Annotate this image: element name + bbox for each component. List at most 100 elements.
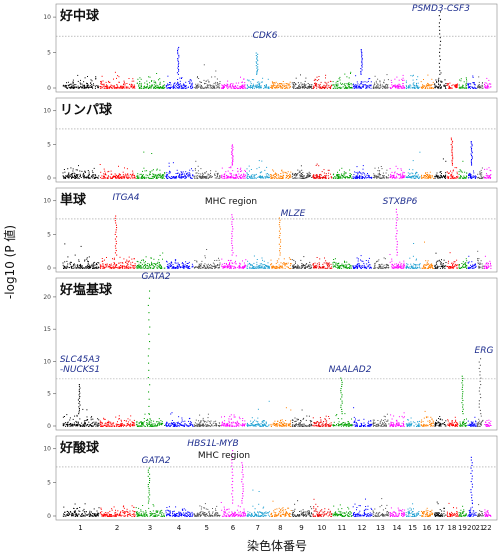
snp-point	[80, 245, 82, 247]
snp-point	[397, 86, 399, 87]
snp-point	[93, 167, 95, 169]
peak-point	[439, 55, 441, 57]
snp-point	[232, 86, 234, 88]
chr-19-points	[458, 258, 468, 269]
snp-point	[159, 264, 161, 266]
snp-point	[236, 175, 237, 177]
snp-point	[315, 83, 317, 85]
snp-point	[423, 266, 425, 268]
snp-point	[278, 178, 280, 179]
snp-point	[125, 261, 127, 263]
snp-point	[229, 173, 231, 175]
snp-point	[132, 87, 134, 89]
snp-point	[472, 76, 474, 78]
snp-point	[223, 174, 225, 176]
snp-point	[359, 177, 361, 179]
snp-point	[246, 87, 248, 89]
snp-point	[122, 87, 123, 89]
snp-point	[65, 175, 67, 177]
snp-point	[121, 267, 123, 269]
snp-point	[140, 262, 142, 264]
peak-chr-20	[470, 141, 473, 166]
snp-point	[163, 87, 165, 89]
peak-point	[177, 51, 179, 53]
snp-point	[199, 84, 201, 86]
snp-point	[86, 266, 88, 267]
snp-point	[295, 177, 297, 179]
snp-point	[406, 263, 408, 265]
snp-point	[90, 79, 92, 81]
snp-point	[275, 176, 276, 178]
snp-point	[332, 88, 334, 89]
snp-point	[397, 267, 399, 269]
snp-point	[340, 87, 342, 89]
snp-point	[398, 266, 400, 268]
snp-point	[281, 175, 283, 177]
snp-point	[79, 87, 81, 88]
snp-point	[230, 177, 232, 179]
peak-point	[231, 163, 233, 165]
snp-point	[312, 175, 314, 177]
chr-22-points	[484, 77, 492, 89]
snp-point	[307, 175, 309, 177]
snp-point	[432, 268, 434, 269]
snp-point	[153, 258, 155, 260]
snp-point	[113, 176, 115, 178]
snp-point	[145, 176, 147, 178]
snp-point	[281, 267, 283, 269]
peak-point	[471, 147, 473, 149]
snp-point	[102, 267, 104, 269]
snp-point	[419, 177, 421, 179]
snp-point	[330, 87, 332, 89]
snp-point	[337, 177, 339, 179]
snp-point	[184, 177, 186, 179]
snp-point	[225, 85, 227, 87]
snp-point	[222, 267, 224, 269]
snp-point	[228, 264, 230, 265]
snp-point	[393, 265, 394, 267]
snp-point	[415, 259, 417, 261]
snp-point	[412, 87, 414, 89]
snp-point	[238, 177, 240, 179]
snp-point	[430, 266, 432, 268]
snp-point	[281, 83, 283, 85]
snp-point	[389, 254, 391, 255]
snp-point	[243, 177, 245, 179]
snp-point	[352, 265, 354, 267]
snp-point	[421, 177, 423, 179]
snp-point	[314, 83, 316, 85]
snp-point	[103, 168, 105, 170]
snp-point	[136, 82, 138, 84]
snp-point	[197, 177, 199, 179]
peak-point	[439, 11, 441, 13]
snp-point	[185, 176, 187, 177]
snp-point	[349, 84, 351, 86]
snp-point	[412, 160, 414, 162]
peak-point	[439, 29, 441, 31]
snp-point	[70, 83, 72, 85]
snp-point	[213, 82, 215, 84]
snp-point	[152, 177, 154, 179]
snp-point	[74, 173, 76, 175]
snp-point	[349, 265, 351, 267]
snp-point	[357, 258, 359, 260]
peak-point	[115, 250, 117, 252]
snp-point	[362, 85, 364, 87]
snp-point	[236, 177, 238, 179]
snp-point	[359, 84, 361, 86]
snp-point	[473, 175, 475, 177]
snp-point	[186, 173, 188, 175]
annotation-psmd3-csf3: PSMD3-CSF3	[412, 4, 470, 14]
snp-point	[87, 86, 89, 88]
snp-point	[244, 87, 246, 89]
snp-point	[342, 176, 344, 178]
snp-point	[196, 260, 198, 262]
snp-point	[215, 267, 217, 268]
peak-point	[471, 143, 473, 145]
snp-point	[344, 174, 346, 176]
snp-point	[253, 262, 255, 264]
snp-point	[205, 176, 207, 178]
snp-point	[346, 76, 348, 78]
snp-point	[81, 170, 83, 172]
snp-point	[181, 78, 182, 79]
